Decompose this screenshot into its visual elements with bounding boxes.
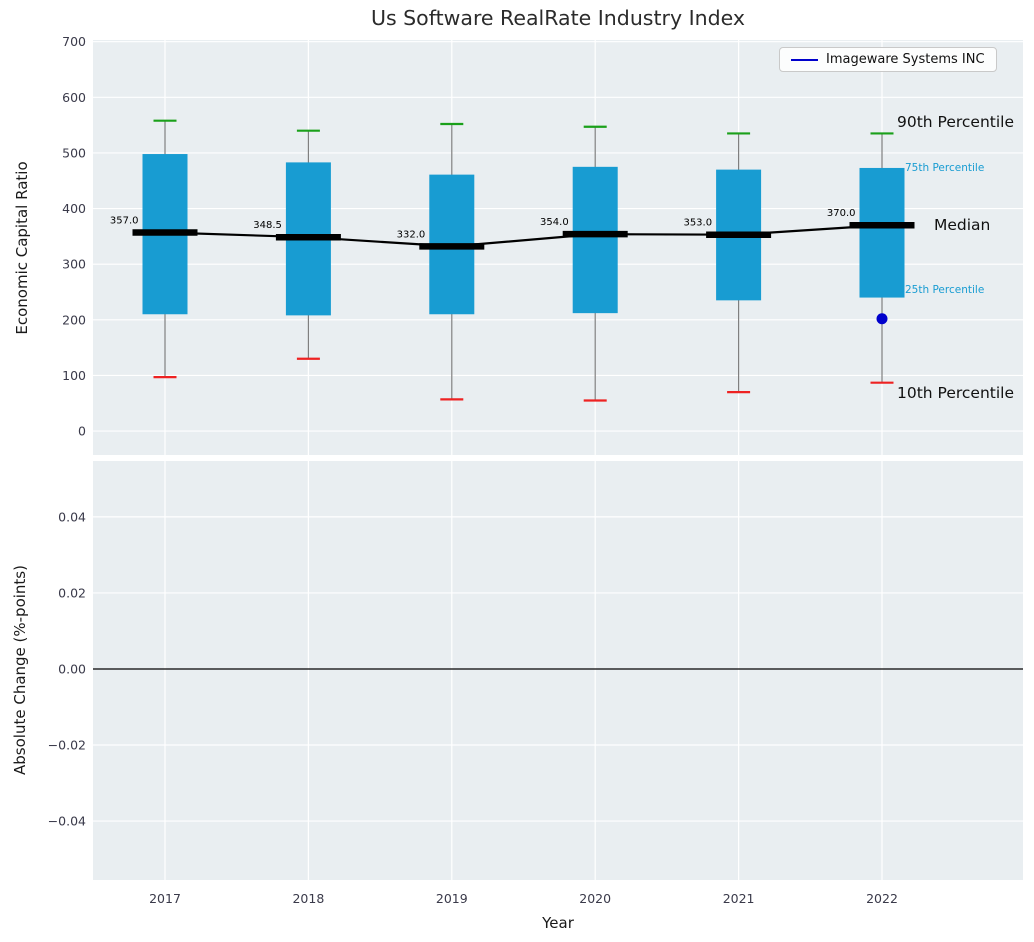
annotation-median: Median [934, 216, 991, 235]
x-tick: 2018 [292, 891, 324, 906]
box-2022 [859, 167, 905, 298]
y-tick-top: 100 [62, 368, 86, 383]
y-tick-bottom: 0.04 [58, 509, 86, 524]
y-tick-top: 600 [62, 90, 86, 105]
y-tick-top: 200 [62, 312, 86, 327]
company-point [876, 313, 888, 325]
y-tick-bottom: −0.04 [48, 814, 86, 829]
median-value-label-2020: 354.0 [540, 217, 569, 228]
median-value-label-2017: 357.0 [110, 215, 139, 226]
median-value-label-2019: 332.0 [397, 229, 426, 240]
y-tick-bottom: 0.02 [58, 585, 86, 600]
x-tick: 2020 [579, 891, 611, 906]
median-value-label-2021: 353.0 [683, 218, 712, 229]
annotation-25th-percentile: 25th Percentile [905, 283, 985, 296]
annotation-90th-percentile: 90th Percentile [897, 113, 1015, 132]
y-tick-top: 0 [78, 424, 86, 439]
y-tick-top: 300 [62, 257, 86, 272]
x-axis-label: Year [542, 914, 574, 932]
y-axis-label-bottom: Absolute Change (%-points) [11, 565, 29, 775]
y-tick-bottom: −0.02 [48, 738, 86, 753]
box-2020 [572, 166, 618, 314]
y-tick-top: 500 [62, 145, 86, 160]
y-axis-label-top: Economic Capital Ratio [13, 161, 31, 335]
x-tick: 2022 [866, 891, 898, 906]
median-value-label-2018: 348.5 [253, 220, 282, 231]
x-tick: 2019 [436, 891, 468, 906]
bottom-plot-background [93, 461, 1023, 880]
legend: Imageware Systems INC [779, 47, 997, 72]
annotation-10th-percentile: 10th Percentile [897, 383, 1015, 402]
y-tick-top: 400 [62, 201, 86, 216]
chart-title: Us Software RealRate Industry Index [370, 6, 746, 30]
legend-line-swatch [791, 58, 818, 61]
legend-label: Imageware Systems INC [826, 52, 985, 67]
x-tick: 2021 [723, 891, 755, 906]
y-tick-top: 700 [62, 34, 86, 49]
x-tick: 2017 [149, 891, 181, 906]
y-tick-bottom: 0.00 [58, 661, 86, 676]
median-value-label-2022: 370.0 [827, 208, 856, 219]
annotation-75th-percentile: 75th Percentile [905, 161, 985, 174]
